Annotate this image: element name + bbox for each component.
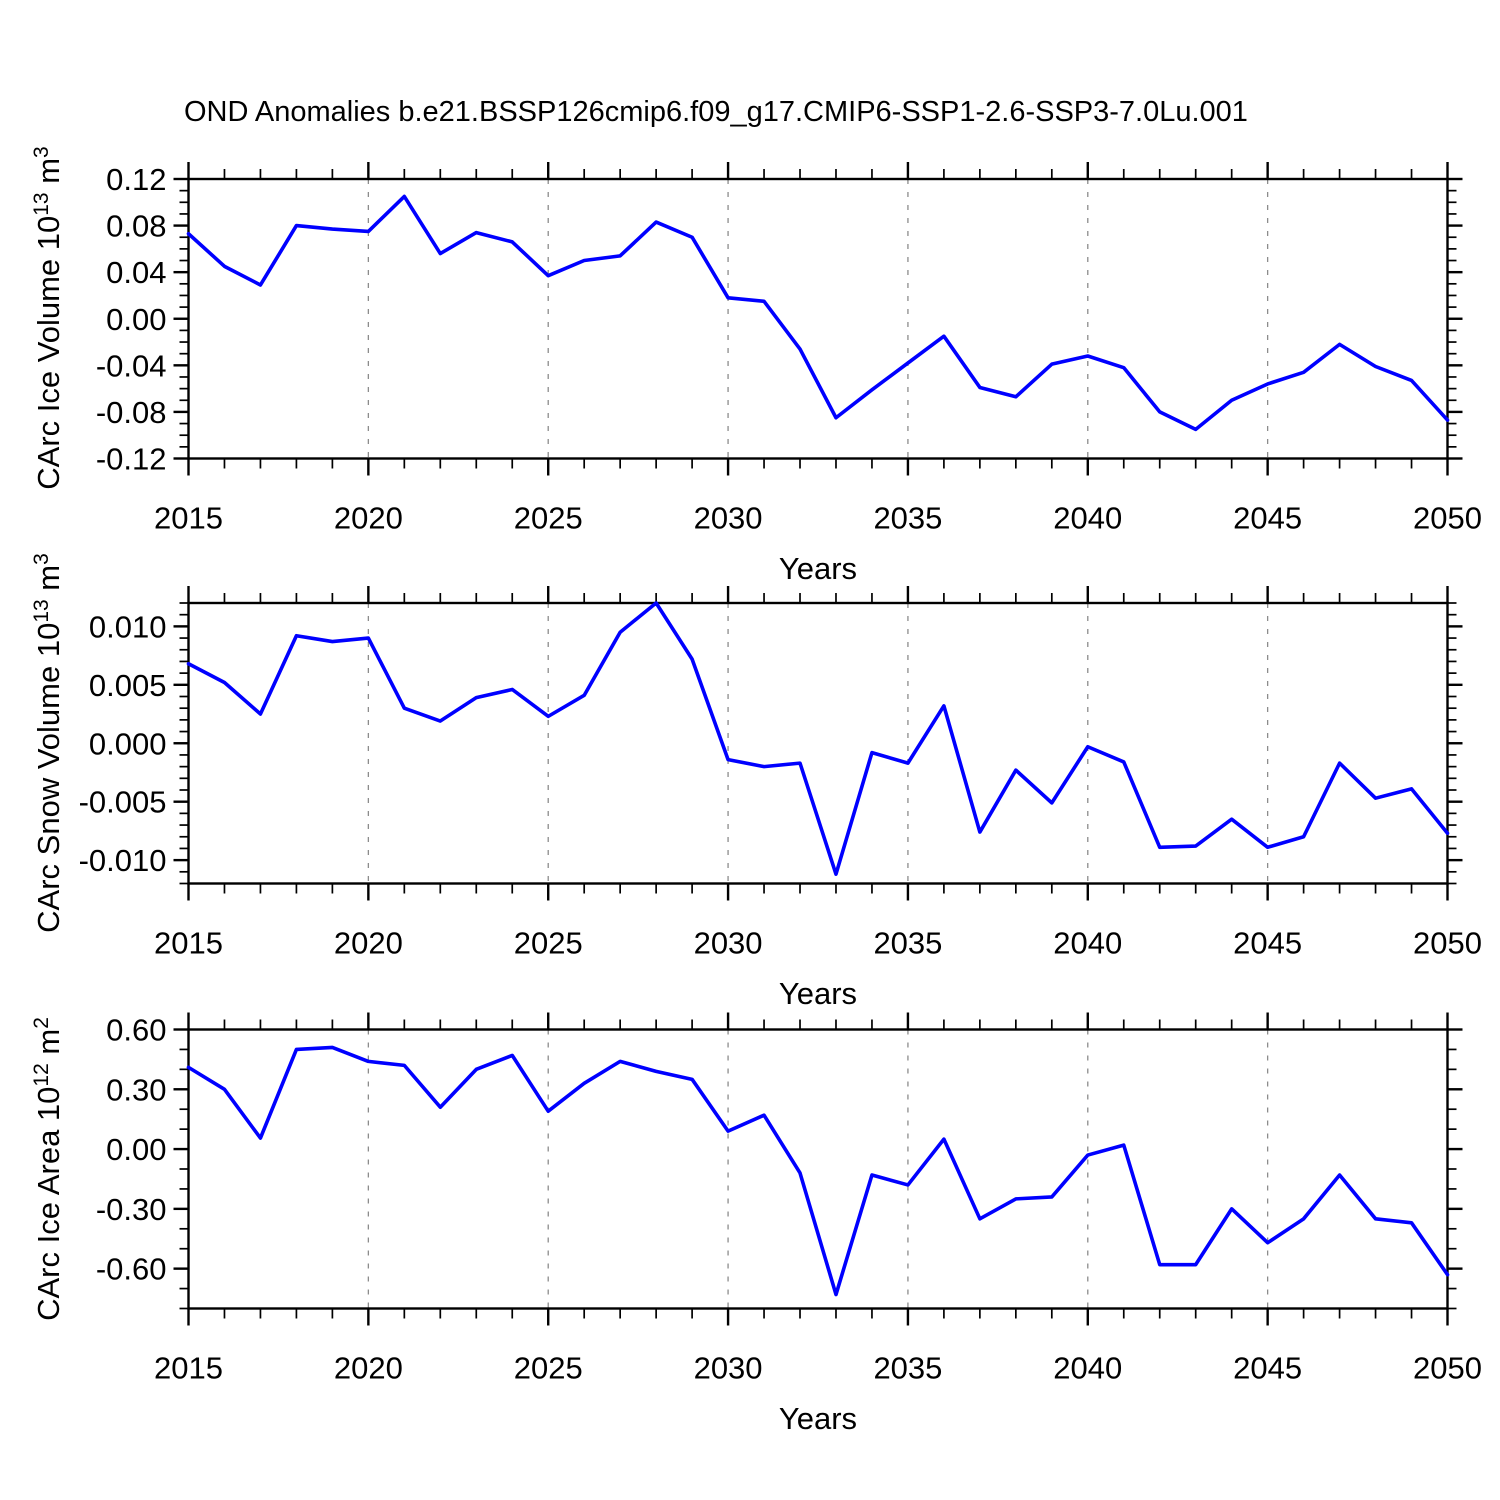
y-tick-label: 0.00 <box>106 1132 166 1167</box>
x-tick-label: 2025 <box>514 1351 583 1386</box>
x-tick-label: 2030 <box>694 501 763 536</box>
y-tick-label: -0.30 <box>96 1192 167 1227</box>
panel-2: 0.010 0.005 0.000 -0.005 -0.010 2015 2020 2025 2… <box>79 586 1482 961</box>
x-axis-label-panel-2: Years <box>778 976 858 1011</box>
y-tick-label: -0.60 <box>96 1252 167 1287</box>
superscript: 3 <box>30 146 53 158</box>
x-tick-label: 2045 <box>1233 501 1302 536</box>
y-axis-label-ice-area: CArc Ice Area 1012 m2 <box>28 859 70 1479</box>
x-tick-label: 2050 <box>1413 1351 1482 1386</box>
y-tick-label: -0.010 <box>79 843 167 878</box>
y-tick-label: -0.08 <box>96 395 167 430</box>
x-tick-label: 2020 <box>334 926 403 961</box>
y-tick-label: 0.30 <box>106 1072 166 1107</box>
superscript: 13 <box>30 599 53 623</box>
superscript: 2 <box>30 1017 53 1029</box>
x-tick-label: 2045 <box>1233 1351 1302 1386</box>
y-tick-label: 0.005 <box>89 668 167 703</box>
y-tick-label: 0.00 <box>106 302 166 337</box>
y-axis-label-unit: m <box>31 564 66 600</box>
x-tick-label: 2040 <box>1053 1351 1122 1386</box>
y-tick-label: 0.60 <box>106 1013 166 1048</box>
y-tick-label: 0.010 <box>89 609 167 644</box>
x-tick-label: 2015 <box>154 501 223 536</box>
x-axis-label-panel-1: Years <box>778 551 858 586</box>
y-tick-label: -0.005 <box>79 785 167 820</box>
x-tick-label: 2015 <box>154 1351 223 1386</box>
x-tick-label: 2020 <box>334 1351 403 1386</box>
x-tick-label: 2045 <box>1233 926 1302 961</box>
y-axis-label-unit: m <box>31 157 66 193</box>
x-tick-label: 2040 <box>1053 926 1122 961</box>
panel-3: 0.60 0.30 0.00 -0.30 -0.60 2015 2020 2025 2030 20… <box>96 1012 1482 1386</box>
y-axis-label-unit: m <box>31 1028 66 1064</box>
x-tick-label: 2025 <box>514 926 583 961</box>
x-tick-label: 2050 <box>1413 501 1482 536</box>
y-axis-label-text: CArc Ice Area 10 <box>31 1086 66 1321</box>
data-line <box>186 1045 1450 1297</box>
chart-title: OND Anomalies b.e21.BSSP126cmip6.f09_g17… <box>184 96 1248 128</box>
x-tick-label: 2035 <box>873 501 942 536</box>
plot-frame <box>187 1028 1449 1310</box>
x-tick-label: 2020 <box>334 501 403 536</box>
superscript: 3 <box>30 553 53 565</box>
x-tick-label: 2030 <box>694 926 763 961</box>
x-tick-label: 2025 <box>514 501 583 536</box>
x-tick-label: 2030 <box>694 1351 763 1386</box>
data-line <box>186 194 1450 432</box>
x-tick-label: 2015 <box>154 926 223 961</box>
y-tick-label: 0.08 <box>106 209 166 244</box>
data-line <box>186 601 1450 876</box>
y-tick-label: -0.12 <box>96 442 167 477</box>
superscript: 12 <box>30 1063 53 1087</box>
x-tick-label: 2035 <box>873 926 942 961</box>
x-axis-label-panel-3: Years <box>778 1401 858 1436</box>
panel-1: 0.12 0.08 0.04 0.00 -0.04 -0.08 -0.12 2015 2020 2… <box>96 162 1482 536</box>
x-tick-label: 2050 <box>1413 926 1482 961</box>
x-tick-label: 2040 <box>1053 501 1122 536</box>
superscript: 13 <box>30 192 53 216</box>
x-tick-label: 2035 <box>873 1351 942 1386</box>
y-tick-label: 0.04 <box>106 255 166 290</box>
y-tick-label: -0.04 <box>96 348 167 383</box>
y-tick-label: 0.12 <box>106 162 166 197</box>
y-tick-label: 0.000 <box>89 726 167 761</box>
